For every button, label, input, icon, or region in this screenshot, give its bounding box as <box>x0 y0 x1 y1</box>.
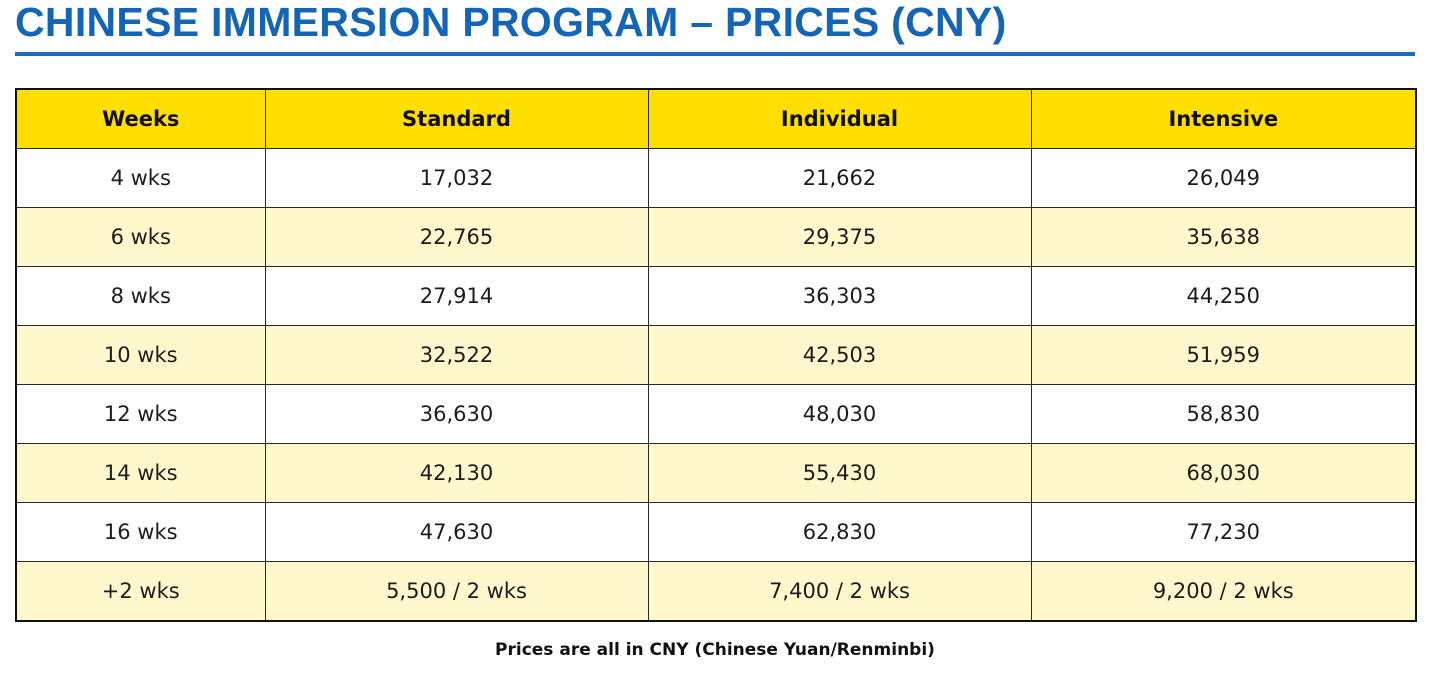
standard-price-cell: 5,500 / 2 wks <box>264 561 649 622</box>
individual-price-cell: 36,303 <box>647 266 1032 326</box>
table-row: 14 wks 42,130 55,430 68,030 <box>15 443 1417 503</box>
table-row: 6 wks 22,765 29,375 35,638 <box>15 207 1417 267</box>
weeks-cell: 12 wks <box>15 384 266 444</box>
weeks-cell: 10 wks <box>15 325 266 385</box>
weeks-cell: 14 wks <box>15 443 266 503</box>
individual-price-cell: 7,400 / 2 wks <box>647 561 1032 622</box>
individual-price-cell: 21,662 <box>647 148 1032 208</box>
table-row: 16 wks 47,630 62,830 77,230 <box>15 502 1417 562</box>
table-row: 10 wks 32,522 42,503 51,959 <box>15 325 1417 385</box>
weeks-cell: 6 wks <box>15 207 266 267</box>
weeks-cell: 8 wks <box>15 266 266 326</box>
standard-price-cell: 36,630 <box>264 384 649 444</box>
weeks-cell: 4 wks <box>15 148 266 208</box>
weeks-cell: +2 wks <box>15 561 266 622</box>
standard-price-cell: 32,522 <box>264 325 649 385</box>
intensive-price-cell: 51,959 <box>1030 325 1417 385</box>
table-row: 8 wks 27,914 36,303 44,250 <box>15 266 1417 326</box>
individual-price-cell: 55,430 <box>647 443 1032 503</box>
standard-price-cell: 47,630 <box>264 502 649 562</box>
intensive-price-cell: 9,200 / 2 wks <box>1030 561 1417 622</box>
column-header-intensive: Intensive <box>1030 88 1417 149</box>
table-header-row: Weeks Standard Individual Intensive <box>15 88 1417 149</box>
column-header-individual: Individual <box>647 88 1032 149</box>
table-row: +2 wks 5,500 / 2 wks 7,400 / 2 wks 9,200… <box>15 561 1417 622</box>
individual-price-cell: 62,830 <box>647 502 1032 562</box>
price-footnote: Prices are all in CNY (Chinese Yuan/Renm… <box>495 640 935 660</box>
intensive-price-cell: 44,250 <box>1030 266 1417 326</box>
column-header-weeks: Weeks <box>15 88 266 149</box>
intensive-price-cell: 77,230 <box>1030 502 1417 562</box>
individual-price-cell: 29,375 <box>647 207 1032 267</box>
intensive-price-cell: 26,049 <box>1030 148 1417 208</box>
title-underline <box>15 52 1415 56</box>
table-row: 12 wks 36,630 48,030 58,830 <box>15 384 1417 444</box>
column-header-standard: Standard <box>264 88 649 149</box>
intensive-price-cell: 68,030 <box>1030 443 1417 503</box>
weeks-cell: 16 wks <box>15 502 266 562</box>
individual-price-cell: 42,503 <box>647 325 1032 385</box>
standard-price-cell: 17,032 <box>264 148 649 208</box>
price-table: Weeks Standard Individual Intensive 4 wk… <box>15 88 1417 622</box>
standard-price-cell: 22,765 <box>264 207 649 267</box>
standard-price-cell: 42,130 <box>264 443 649 503</box>
intensive-price-cell: 35,638 <box>1030 207 1417 267</box>
intensive-price-cell: 58,830 <box>1030 384 1417 444</box>
individual-price-cell: 48,030 <box>647 384 1032 444</box>
page-title: CHINESE IMMERSION PROGRAM – PRICES (CNY) <box>15 0 1007 45</box>
standard-price-cell: 27,914 <box>264 266 649 326</box>
table-row: 4 wks 17,032 21,662 26,049 <box>15 148 1417 208</box>
